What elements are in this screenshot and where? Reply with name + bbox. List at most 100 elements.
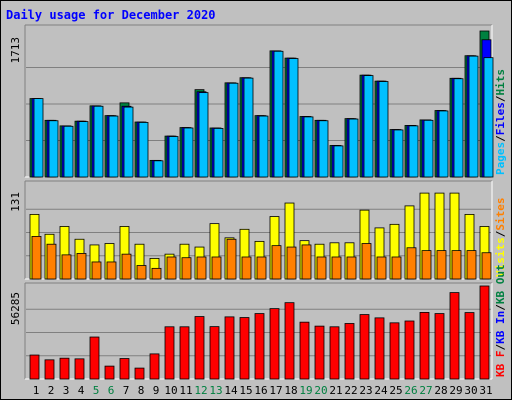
bar-pages-day-29 — [453, 78, 464, 178]
bar-kb-f-day-8 — [134, 367, 145, 380]
legend-separator: / — [494, 344, 507, 351]
bar-sites-day-2 — [46, 243, 57, 280]
day-label-11: 11 — [179, 384, 192, 397]
day-label-4: 4 — [78, 384, 85, 397]
chart-panel-2: 131 Visits/Sites — [9, 180, 507, 280]
bar-sites-day-29 — [451, 250, 462, 280]
day-label-29: 29 — [449, 384, 462, 397]
bar-pages-day-23 — [363, 75, 374, 178]
legend-separator: / — [494, 230, 507, 237]
bar-pages-day-27 — [423, 119, 434, 178]
day-label-26: 26 — [404, 384, 417, 397]
day-label-27: 27 — [419, 384, 432, 397]
bar-kb-f-day-22 — [344, 323, 355, 380]
bar-pages-day-1 — [33, 98, 44, 178]
day-label-2: 2 — [48, 384, 55, 397]
bar-sites-day-6 — [106, 261, 117, 280]
legend-item-kb-f: KB F — [494, 351, 507, 378]
day-label-24: 24 — [374, 384, 388, 397]
legend-item-kb-out: KB Out — [494, 264, 507, 304]
bar-sites-day-25 — [391, 256, 402, 280]
bar-sites-day-24 — [376, 256, 387, 280]
bar-pages-day-9 — [153, 160, 164, 178]
bar-sites-day-11 — [181, 257, 192, 280]
bar-kb-f-day-1 — [29, 354, 40, 380]
bar-sites-day-27 — [421, 250, 432, 280]
day-label-3: 3 — [63, 384, 70, 397]
bar-kb-f-day-11 — [179, 326, 190, 380]
day-label-15: 15 — [239, 384, 252, 397]
bar-kb-f-day-7 — [119, 358, 130, 380]
bar-pages-day-17 — [273, 50, 284, 178]
bar-kb-f-day-26 — [404, 320, 415, 380]
bar-kb-f-day-21 — [329, 326, 340, 380]
bar-pages-day-31 — [483, 57, 494, 178]
bar-pages-day-28 — [438, 110, 449, 178]
bar-sites-day-13 — [211, 256, 222, 280]
bar-kb-f-day-13 — [209, 326, 220, 380]
bar-sites-day-15 — [241, 256, 252, 280]
legend-separator: / — [494, 304, 507, 311]
legend: Pages/Files/Hits — [494, 69, 507, 175]
legend-separator: / — [494, 135, 507, 142]
bar-pages-day-18 — [288, 58, 299, 178]
day-label-1: 1 — [33, 384, 40, 397]
bar-sites-day-18 — [286, 246, 297, 280]
bar-kb-f-day-29 — [449, 292, 460, 380]
bar-sites-day-16 — [256, 256, 267, 280]
day-label-9: 9 — [153, 384, 160, 397]
day-label-12: 12 — [194, 384, 207, 397]
bar-pages-day-21 — [333, 145, 344, 178]
day-label-16: 16 — [254, 384, 267, 397]
bar-kb-f-day-9 — [149, 353, 160, 380]
bar-pages-day-12 — [198, 92, 209, 178]
day-label-23: 23 — [359, 384, 372, 397]
bar-sites-day-8 — [136, 265, 147, 280]
day-label-8: 8 — [138, 384, 145, 397]
bar-kb-f-day-28 — [434, 313, 445, 380]
legend: KB F/KB In/KB Out — [494, 264, 507, 377]
bar-kb-f-day-30 — [464, 312, 475, 380]
day-label-14: 14 — [224, 384, 238, 397]
bar-pages-day-25 — [393, 129, 404, 178]
bar-pages-day-26 — [408, 125, 419, 178]
bar-sites-day-26 — [406, 247, 417, 280]
bar-pages-day-13 — [213, 128, 224, 178]
bar-sites-day-23 — [361, 243, 372, 280]
bar-pages-day-8 — [138, 122, 149, 178]
bar-sites-day-4 — [76, 253, 87, 280]
legend-item-kb-in: KB In — [494, 311, 507, 344]
day-label-13: 13 — [209, 384, 222, 397]
bar-kb-f-day-17 — [269, 308, 280, 380]
bar-pages-day-6 — [108, 115, 119, 178]
legend: Visits/Sites — [494, 198, 507, 278]
bar-pages-day-19 — [303, 116, 314, 178]
bar-kb-f-day-12 — [194, 316, 205, 380]
bar-kb-f-day-16 — [254, 313, 265, 380]
bar-kb-f-day-10 — [164, 326, 175, 380]
legend-item-hits: Hits — [494, 69, 507, 96]
y-max-label: 56285 — [9, 292, 22, 325]
bar-kb-f-day-3 — [59, 357, 70, 380]
bar-kb-f-day-27 — [419, 312, 430, 380]
bar-kb-f-day-19 — [299, 321, 310, 380]
bar-pages-day-3 — [63, 125, 74, 178]
day-label-25: 25 — [389, 384, 402, 397]
bar-kb-f-day-2 — [44, 359, 55, 380]
bar-pages-day-11 — [183, 127, 194, 178]
bar-pages-day-7 — [123, 106, 134, 178]
bar-pages-day-2 — [48, 120, 59, 178]
day-label-17: 17 — [269, 384, 282, 397]
bar-sites-day-5 — [91, 261, 102, 280]
bar-pages-day-30 — [468, 55, 479, 178]
day-label-28: 28 — [434, 384, 447, 397]
bar-sites-day-17 — [271, 245, 282, 280]
bar-sites-day-9 — [151, 267, 162, 280]
bar-kb-f-day-25 — [389, 322, 400, 380]
bar-pages-day-22 — [348, 118, 359, 178]
y-max-label: 131 — [9, 192, 22, 212]
bar-sites-day-19 — [301, 244, 312, 280]
